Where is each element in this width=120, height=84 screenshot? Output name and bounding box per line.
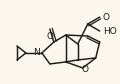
Text: O: O — [46, 32, 53, 41]
Text: O: O — [103, 13, 110, 22]
Text: O: O — [81, 65, 88, 74]
Text: HO: HO — [103, 27, 116, 36]
Text: N: N — [33, 48, 40, 57]
